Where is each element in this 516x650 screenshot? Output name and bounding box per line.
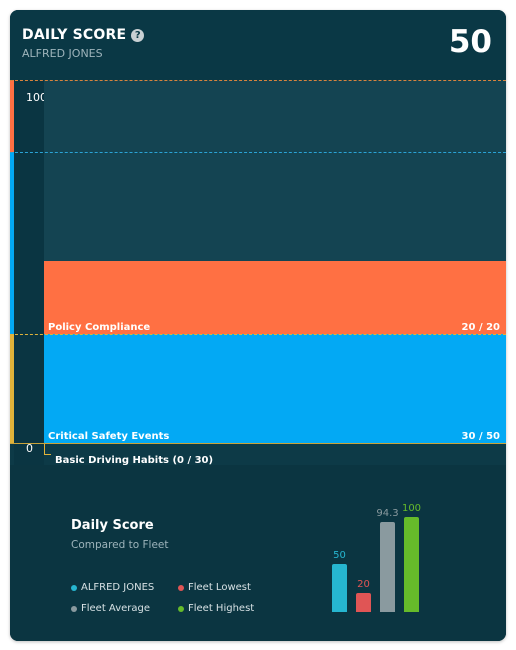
comparison-title: Daily Score [71, 518, 154, 533]
driver-name: ALFRED JONES [22, 47, 103, 60]
comparison-bar-chart: 50 20 94.3 100 [328, 503, 428, 612]
y-max-label: 100 [26, 91, 47, 104]
legend-fleet-highest: Fleet Highest [178, 603, 254, 614]
legend-label: Fleet Highest [188, 603, 255, 614]
zero-line [10, 443, 506, 444]
legend-dot [71, 605, 77, 612]
comparison-bar-alfred-jones[interactable] [332, 564, 347, 612]
comparison-bar-label: 20 [357, 579, 370, 590]
segment-policy-compliance[interactable]: Policy Compliance 20 / 20 [44, 261, 506, 334]
legend-label: Fleet Average [81, 603, 150, 614]
legend-dot [71, 584, 77, 591]
basic-habits-label: Basic Driving Habits (0 / 30) [55, 455, 214, 466]
policy-max-line [10, 80, 506, 81]
segment-label: Critical Safety Events [48, 431, 170, 442]
habits-max-line [10, 334, 506, 335]
comparison-bar-label: 100 [401, 503, 422, 514]
comparison-subtitle: Compared to Fleet [71, 539, 169, 551]
question-circle-icon[interactable]: ? [131, 28, 145, 42]
strip-safety [10, 152, 14, 334]
segment-value: 30 / 50 [461, 431, 500, 442]
comparison-bar-label: 50 [333, 550, 346, 561]
card-title: DAILY SCORE [22, 27, 127, 43]
strip-policy [10, 80, 14, 152]
comparison-bar-fleet-highest[interactable] [404, 517, 419, 612]
legend-dot [178, 605, 184, 612]
comparison-bar-fleet-average[interactable] [380, 522, 395, 612]
legend-dot [178, 584, 184, 591]
legend-label: Fleet Lowest [188, 582, 251, 593]
strip-habits [10, 334, 14, 443]
safety-max-line [10, 152, 506, 153]
legend-driver: ALFRED JONES [71, 582, 154, 593]
y-axis: 100 0 [14, 80, 47, 465]
y-min-label: 0 [26, 442, 33, 455]
segment-label: Policy Compliance [48, 322, 151, 333]
score-value: 50 [448, 24, 492, 60]
segment-value: 20 / 20 [461, 322, 500, 333]
fleet-comparison: Daily Score Compared to Fleet ALFRED JON… [10, 465, 506, 641]
legend-label: ALFRED JONES [81, 582, 155, 593]
segment-critical-safety-events[interactable]: Critical Safety Events 30 / 50 [44, 334, 506, 443]
title-row: DAILY SCORE ? [22, 27, 145, 43]
card-header: DAILY SCORE ? ALFRED JONES 50 [10, 10, 506, 80]
legend-fleet-average: Fleet Average [71, 603, 150, 614]
basic-habits-bracket [44, 444, 51, 455]
legend-fleet-lowest: Fleet Lowest [178, 582, 251, 593]
comparison-bar-fleet-lowest[interactable] [356, 593, 371, 612]
daily-score-card: DAILY SCORE ? ALFRED JONES 50 100 0 Poli… [10, 10, 506, 641]
comparison-bar-label: 94.3 [376, 508, 399, 519]
score-gauge: 100 0 Policy Compliance 20 / 20 Critical… [10, 80, 506, 466]
